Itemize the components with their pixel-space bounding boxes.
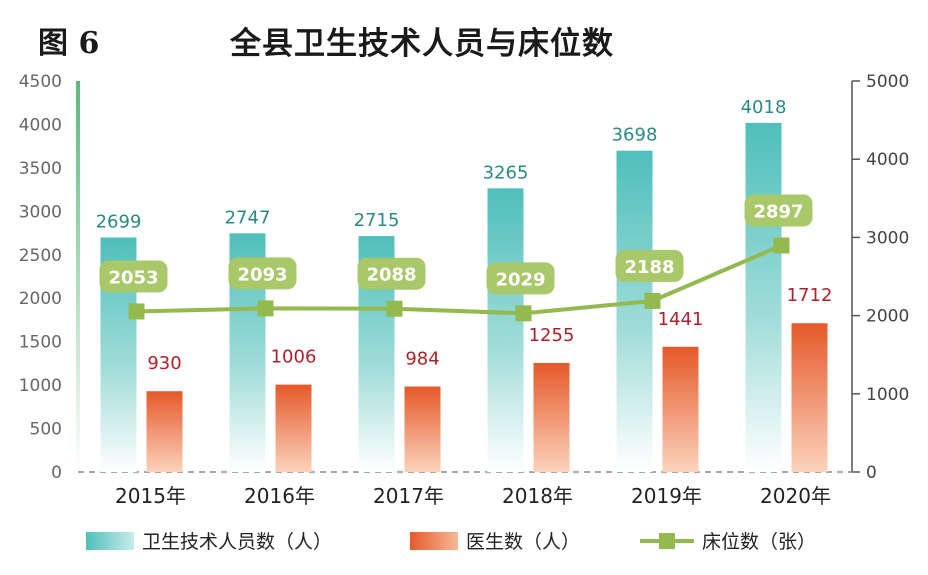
data-label-box-beds bbox=[744, 194, 813, 227]
marker-beds bbox=[386, 300, 403, 317]
marker-beds bbox=[644, 292, 661, 309]
data-label-box-beds bbox=[486, 262, 555, 295]
x-axis-tick-label: 2015年 bbox=[115, 484, 186, 508]
left-axis-tick-label: 2000 bbox=[19, 289, 62, 309]
bar-doctors bbox=[533, 362, 570, 472]
legend-label-doctors: 医生数（人） bbox=[466, 531, 580, 553]
right-axis-tick-label: 0 bbox=[866, 463, 877, 483]
data-label-health-tech: 3698 bbox=[612, 125, 658, 146]
left-axis-line bbox=[76, 81, 80, 472]
x-axis-tick-label: 2017年 bbox=[373, 484, 444, 508]
data-label-beds: 2897 bbox=[753, 201, 803, 222]
data-label-box-beds bbox=[615, 249, 684, 282]
x-axis-tick-label: 2016年 bbox=[244, 484, 315, 508]
left-axis-tick-label: 4000 bbox=[19, 115, 62, 135]
bar-health-tech bbox=[745, 122, 782, 473]
data-label-doctors: 930 bbox=[147, 353, 181, 374]
data-label-beds: 2093 bbox=[237, 264, 287, 285]
data-label-doctors: 1006 bbox=[271, 347, 317, 368]
left-axis-tick-label: 500 bbox=[30, 420, 62, 440]
legend-marker-beds bbox=[659, 533, 675, 549]
data-label-doctors: 984 bbox=[405, 349, 439, 370]
left-axis-tick-label: 2500 bbox=[19, 246, 62, 266]
x-axis-tick-label: 2018年 bbox=[502, 484, 573, 508]
marker-beds bbox=[128, 303, 145, 320]
x-axis-tick-label: 2020年 bbox=[760, 484, 831, 508]
bar-health-tech bbox=[487, 188, 524, 472]
legend-label-health-tech: 卫生技术人员数（人） bbox=[142, 531, 332, 553]
left-axis-tick-label: 4500 bbox=[19, 72, 62, 92]
data-label-beds: 2029 bbox=[495, 269, 545, 290]
figure-label: 图 6 bbox=[38, 26, 100, 61]
data-label-box-beds bbox=[228, 257, 297, 290]
legend-swatch-health-tech bbox=[86, 532, 134, 550]
data-label-health-tech: 4018 bbox=[741, 97, 787, 118]
data-label-doctors: 1255 bbox=[529, 325, 575, 346]
data-label-doctors: 1712 bbox=[787, 285, 833, 306]
left-axis-tick-label: 3000 bbox=[19, 202, 62, 222]
right-axis-tick-label: 5000 bbox=[866, 72, 909, 92]
x-axis-tick-label: 2019年 bbox=[631, 484, 702, 508]
left-axis-tick-label: 1500 bbox=[19, 333, 62, 353]
data-label-health-tech: 2747 bbox=[225, 207, 271, 228]
legend-swatch-doctors bbox=[410, 532, 458, 550]
marker-beds bbox=[515, 305, 532, 322]
data-label-beds: 2088 bbox=[366, 265, 416, 286]
data-label-box-beds bbox=[357, 257, 426, 290]
data-label-health-tech: 2699 bbox=[96, 211, 142, 232]
bar-doctors bbox=[791, 323, 828, 472]
left-axis-tick-label: 1000 bbox=[19, 376, 62, 396]
data-label-health-tech: 3265 bbox=[483, 162, 529, 183]
data-label-beds: 2188 bbox=[624, 257, 674, 278]
right-axis-tick-label: 3000 bbox=[866, 228, 909, 248]
right-axis-tick-label: 2000 bbox=[866, 307, 909, 327]
series-line-beds bbox=[136, 243, 783, 316]
bar-health-tech bbox=[616, 150, 653, 473]
bar-doctors bbox=[404, 386, 441, 472]
marker-beds bbox=[257, 300, 274, 317]
bar-doctors bbox=[146, 391, 183, 472]
data-label-box-beds bbox=[99, 260, 168, 293]
left-axis-tick-label: 0 bbox=[51, 463, 62, 483]
bar-doctors bbox=[275, 384, 312, 472]
marker-beds bbox=[773, 237, 790, 254]
left-axis-tick-label: 3500 bbox=[19, 159, 62, 179]
legend-label-beds: 床位数（张） bbox=[702, 531, 816, 553]
bar-doctors bbox=[662, 346, 699, 472]
right-axis-tick-label: 1000 bbox=[866, 385, 909, 405]
data-label-beds: 2053 bbox=[108, 267, 158, 288]
data-label-doctors: 1441 bbox=[658, 309, 704, 330]
right-axis-tick-label: 4000 bbox=[866, 150, 909, 170]
chart-title: 全县卫生技术人员与床位数 bbox=[230, 26, 614, 62]
data-label-health-tech: 2715 bbox=[354, 210, 400, 231]
